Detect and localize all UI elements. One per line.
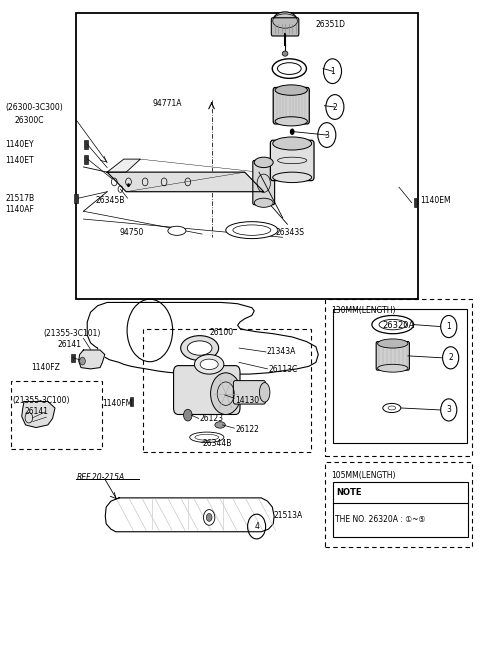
Text: 1140EY: 1140EY: [5, 141, 34, 149]
Text: 3: 3: [446, 405, 451, 415]
Bar: [12, 380, 102, 449]
Text: 26122: 26122: [235, 425, 259, 434]
Ellipse shape: [195, 434, 219, 440]
FancyBboxPatch shape: [271, 18, 299, 36]
Text: 26113C: 26113C: [268, 365, 298, 374]
Text: 21517B: 21517B: [5, 194, 34, 203]
Text: 1140FZ: 1140FZ: [31, 363, 60, 372]
Ellipse shape: [190, 432, 224, 443]
Ellipse shape: [273, 12, 298, 30]
Ellipse shape: [275, 117, 307, 126]
Ellipse shape: [282, 51, 288, 57]
Text: 1140EM: 1140EM: [420, 196, 451, 206]
Bar: [325, 462, 472, 547]
FancyBboxPatch shape: [270, 140, 314, 181]
Ellipse shape: [194, 355, 224, 374]
Text: (26300-3C300): (26300-3C300): [5, 102, 63, 112]
Bar: [84, 154, 88, 164]
Text: 26351D: 26351D: [316, 20, 346, 29]
Ellipse shape: [272, 59, 306, 78]
Polygon shape: [79, 350, 105, 369]
Text: 94771A: 94771A: [152, 99, 182, 108]
Text: 1140FM: 1140FM: [102, 399, 132, 408]
Circle shape: [211, 373, 241, 415]
Circle shape: [204, 510, 215, 525]
Text: 1: 1: [330, 66, 335, 76]
FancyBboxPatch shape: [253, 160, 275, 205]
FancyBboxPatch shape: [376, 342, 409, 370]
Ellipse shape: [187, 341, 212, 355]
Text: 26343S: 26343S: [276, 227, 305, 237]
Text: 1140ET: 1140ET: [5, 156, 34, 165]
Text: 21513A: 21513A: [273, 511, 302, 520]
Text: 105MM(LENGTH): 105MM(LENGTH): [331, 470, 396, 480]
Text: 26320A: 26320A: [383, 321, 415, 330]
Ellipse shape: [273, 137, 312, 150]
Ellipse shape: [378, 339, 408, 348]
Text: 2: 2: [448, 353, 453, 362]
FancyBboxPatch shape: [233, 380, 265, 404]
Text: (21355-3C100): (21355-3C100): [12, 396, 70, 405]
Text: 4: 4: [254, 522, 259, 531]
Text: 94750: 94750: [119, 227, 144, 237]
Bar: [414, 198, 418, 208]
Bar: [84, 140, 88, 149]
Text: REF.20-215A: REF.20-215A: [76, 472, 125, 482]
Text: THE NO. 26320A : ①~⑤: THE NO. 26320A : ①~⑤: [335, 515, 425, 524]
Circle shape: [206, 514, 212, 521]
Circle shape: [127, 183, 130, 187]
Ellipse shape: [379, 319, 407, 330]
Circle shape: [290, 129, 295, 135]
Ellipse shape: [273, 172, 312, 183]
Bar: [333, 309, 467, 443]
Polygon shape: [107, 159, 140, 172]
Ellipse shape: [378, 365, 408, 372]
Bar: [143, 328, 311, 452]
Text: 21343A: 21343A: [266, 348, 296, 357]
Bar: [325, 299, 472, 455]
Ellipse shape: [383, 403, 401, 413]
Text: 3: 3: [324, 131, 329, 139]
Text: 1: 1: [446, 322, 451, 331]
FancyBboxPatch shape: [174, 366, 240, 415]
Ellipse shape: [254, 157, 273, 168]
Text: 26300C: 26300C: [14, 116, 44, 125]
Text: NOTE: NOTE: [336, 487, 362, 497]
Text: 26344B: 26344B: [202, 440, 231, 448]
Text: 1140AF: 1140AF: [5, 206, 34, 214]
Text: 130MM(LENGTH): 130MM(LENGTH): [331, 306, 396, 315]
Bar: [76, 12, 418, 299]
Text: 26141: 26141: [57, 340, 81, 349]
Text: 26345B: 26345B: [96, 196, 125, 206]
Polygon shape: [107, 172, 264, 192]
Text: (21355-3C101): (21355-3C101): [43, 328, 100, 338]
Ellipse shape: [275, 85, 307, 95]
Ellipse shape: [168, 226, 186, 235]
Polygon shape: [22, 401, 55, 428]
Text: 26141: 26141: [24, 407, 48, 417]
Text: 14130: 14130: [235, 396, 259, 405]
Ellipse shape: [215, 422, 225, 428]
Text: 2: 2: [333, 102, 337, 112]
Ellipse shape: [254, 198, 273, 208]
Ellipse shape: [200, 359, 218, 369]
Text: 26100: 26100: [209, 328, 233, 337]
Circle shape: [183, 409, 192, 421]
FancyBboxPatch shape: [273, 87, 309, 124]
Ellipse shape: [226, 221, 278, 238]
Polygon shape: [105, 498, 274, 532]
Ellipse shape: [372, 315, 414, 334]
Bar: [333, 482, 468, 537]
Ellipse shape: [388, 406, 396, 410]
Ellipse shape: [180, 336, 219, 361]
Text: 26123: 26123: [200, 414, 224, 423]
Ellipse shape: [260, 382, 270, 402]
Bar: [130, 397, 133, 406]
Circle shape: [80, 357, 85, 365]
Bar: [74, 194, 78, 203]
Bar: [72, 353, 75, 362]
Ellipse shape: [233, 225, 271, 235]
Ellipse shape: [277, 62, 301, 74]
